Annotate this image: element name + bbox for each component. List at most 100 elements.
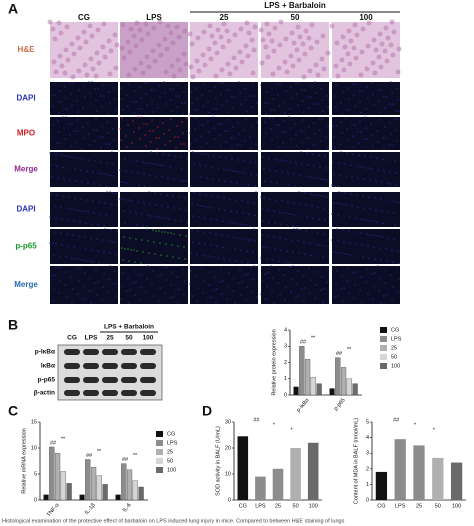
micrograph-texture [396, 140, 398, 142]
micrograph-texture [172, 88, 174, 90]
micrograph-texture [346, 280, 348, 282]
micrograph-texture [129, 289, 131, 291]
micrograph-texture [324, 245, 326, 247]
micrograph-texture [50, 164, 52, 166]
micrograph-texture [300, 41, 306, 47]
micrograph-texture [243, 224, 245, 226]
micrograph-texture [306, 137, 308, 139]
micrograph-texture [164, 144, 166, 146]
micrograph-texture [214, 86, 216, 88]
micrograph-texture [342, 300, 344, 302]
micrograph-texture [331, 184, 333, 186]
micrograph-texture [174, 24, 180, 30]
blot-band [121, 363, 137, 369]
micrograph-texture [175, 95, 177, 97]
micrograph-texture [229, 198, 231, 200]
micrograph-texture [227, 111, 229, 113]
micrograph-texture [390, 133, 392, 135]
micrograph-texture [88, 133, 90, 135]
micrograph-texture [229, 259, 231, 261]
micrograph-texture [283, 160, 285, 162]
micrograph-texture [289, 30, 295, 36]
micrograph-texture [136, 160, 138, 162]
x-tick-label: LPS [255, 503, 266, 509]
micrograph-texture [317, 177, 319, 179]
micrograph-texture [207, 154, 209, 156]
micrograph-texture [129, 211, 131, 213]
micrograph-texture [271, 48, 277, 54]
micrograph-texture [168, 30, 174, 36]
micrograph-texture [88, 290, 90, 292]
micrograph-texture [288, 213, 290, 215]
micrograph-texture [121, 247, 123, 249]
micrograph-texture [352, 272, 354, 274]
micrograph-texture [103, 225, 105, 227]
micrograph-texture [334, 147, 336, 149]
micrograph-texture [72, 234, 74, 236]
micrograph-texture [353, 55, 359, 61]
micrograph-texture [60, 232, 62, 234]
micrograph-texture [98, 172, 100, 174]
micrograph-texture [333, 173, 335, 175]
micrograph-texture [91, 81, 93, 83]
micrograph-texture [251, 106, 253, 108]
micrograph-texture [108, 143, 110, 145]
micrograph-texture [386, 294, 388, 296]
micrograph-texture [295, 296, 297, 298]
micrograph-texture [391, 299, 393, 301]
micrograph-texture [91, 289, 93, 291]
micrograph-texture [336, 202, 338, 204]
micrograph-texture [380, 259, 382, 261]
micrograph-texture [154, 253, 156, 255]
micrograph-texture [90, 103, 92, 105]
micrograph-texture [261, 208, 263, 210]
micrograph-texture [396, 46, 402, 52]
micrograph-texture [292, 265, 294, 267]
micrograph-texture [361, 301, 363, 303]
micrograph-texture [223, 197, 225, 199]
micrograph-texture [274, 222, 276, 224]
micrograph-texture [134, 261, 136, 263]
panel-label: D [202, 403, 212, 419]
micrograph-texture [209, 90, 211, 92]
micrograph-texture [193, 163, 195, 165]
micrograph-texture [103, 95, 105, 97]
micrograph-texture [68, 123, 70, 125]
micrograph-texture [131, 171, 133, 173]
micrograph-texture [114, 98, 116, 100]
micrograph-texture [167, 206, 169, 208]
micrograph-texture [373, 246, 375, 248]
lane-header: 25 [106, 335, 114, 342]
micrograph-texture [63, 47, 69, 53]
legend-label: 50 [167, 458, 173, 464]
micrograph-texture [52, 124, 54, 126]
micrograph-texture [245, 238, 247, 240]
micrograph-texture [238, 133, 240, 135]
micrograph-texture [77, 258, 79, 260]
micrograph-texture [278, 105, 280, 107]
micrograph-texture [97, 250, 99, 252]
micrograph-texture [161, 176, 163, 178]
micrograph-texture [244, 274, 246, 276]
micrograph-texture [363, 178, 365, 180]
micrograph-texture [209, 206, 211, 208]
micrograph-texture [256, 174, 258, 176]
legend-swatch [156, 467, 163, 473]
micrograph-texture [390, 52, 396, 58]
micrograph-texture [340, 288, 342, 290]
micrograph-texture [397, 291, 399, 293]
micrograph-texture [370, 123, 372, 125]
micrograph-texture [168, 154, 170, 156]
micrograph-texture [160, 274, 162, 276]
micrograph [332, 266, 400, 304]
micrograph-texture [170, 99, 172, 101]
micrograph-texture [165, 23, 171, 29]
micrograph-texture [291, 97, 293, 99]
micrograph-texture [107, 71, 113, 77]
caption: Histological examination of the protecti… [2, 518, 345, 524]
micrograph-texture [340, 102, 342, 104]
micrograph-texture [89, 277, 91, 279]
micrograph-texture [201, 146, 203, 148]
micrograph-texture [149, 203, 151, 205]
micrograph-texture [374, 197, 376, 199]
